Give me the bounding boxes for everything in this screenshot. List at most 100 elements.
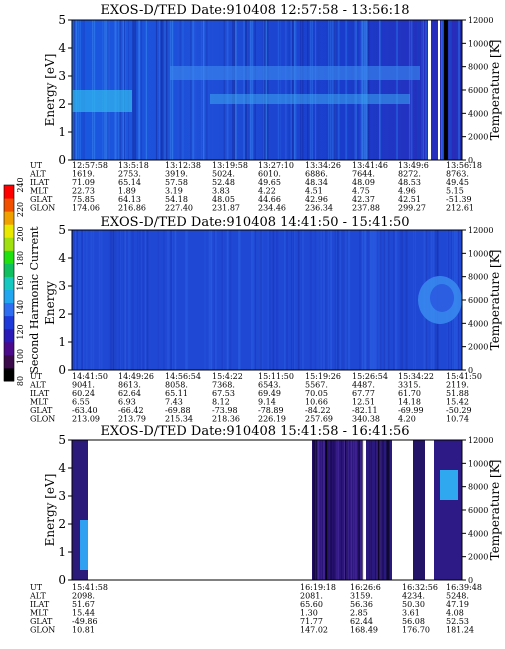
streak <box>254 230 257 370</box>
streak <box>268 230 271 370</box>
streak <box>79 230 81 370</box>
ephemeris-cell: 47.19 <box>446 600 469 609</box>
streak <box>458 20 460 160</box>
streak <box>403 230 405 370</box>
ephemeris-cell: 3315. <box>398 381 421 390</box>
streak <box>90 230 93 370</box>
streak <box>257 230 260 370</box>
streak <box>112 230 115 370</box>
ytick-label: 4 <box>58 251 66 265</box>
ephemeris-cell: 62.44 <box>350 617 373 626</box>
colorbar-cell <box>4 367 14 382</box>
ephemeris-row-label: GLAT <box>30 406 53 415</box>
streak <box>245 20 248 160</box>
right-tick-label: 8000 <box>468 273 488 282</box>
streak <box>267 230 270 370</box>
ephemeris-cell: 1.30 <box>300 609 318 618</box>
panel-2-heatmap-bg <box>72 230 462 370</box>
streak <box>327 230 330 370</box>
streak <box>364 230 367 370</box>
ephemeris-cell: 226.19 <box>258 415 286 424</box>
ephemeris-row-label: GLON <box>30 204 55 213</box>
streak <box>360 20 362 160</box>
panel-3-streaks <box>312 440 390 580</box>
streak <box>253 20 255 160</box>
ephemeris-cell: 174.06 <box>72 204 100 213</box>
ephemeris-cell: 15:26:54 <box>352 372 388 381</box>
ephemeris-cell: 4.75 <box>352 187 370 196</box>
streak <box>92 230 95 370</box>
panel-3-right-ticks: 0 2000 4000 6000 8000 10000 12000 <box>462 436 493 585</box>
ytick-label: 4 <box>58 461 66 475</box>
streak <box>298 230 300 370</box>
streak <box>418 20 420 160</box>
ephemeris-row-label: UT <box>30 372 43 381</box>
streak <box>369 230 371 370</box>
streak <box>334 20 336 160</box>
streak <box>173 230 175 370</box>
ephemeris-cell: 4.96 <box>398 187 416 196</box>
streak <box>237 230 240 370</box>
ephemeris-cell: 257.69 <box>305 415 333 424</box>
streak <box>369 230 372 370</box>
streak <box>393 230 395 370</box>
streak <box>206 20 208 160</box>
ephemeris-cell: 52.48 <box>212 178 235 187</box>
streak <box>346 230 348 370</box>
streak <box>161 20 163 160</box>
streak <box>408 20 411 160</box>
panel-1-ylabel: Energy [eV] <box>43 54 57 127</box>
ephemeris-cell: 71.77 <box>300 617 323 626</box>
streak <box>78 230 81 370</box>
ephemeris-cell: 14:56:54 <box>165 372 201 381</box>
streak <box>359 230 361 370</box>
streak <box>255 230 258 370</box>
streak <box>164 20 167 160</box>
ytick-label: 3 <box>58 279 66 293</box>
ephemeris-cell: 4234. <box>402 592 425 601</box>
streak <box>232 20 234 160</box>
right-tick-label: 12000 <box>468 436 493 445</box>
streak <box>112 230 114 370</box>
streak <box>132 20 134 160</box>
streak <box>361 230 364 370</box>
panel-1-ylabel-right: Temperature [K] <box>488 40 502 141</box>
right-tick-label: 8000 <box>468 483 488 492</box>
panel-1-right-ticks: 0 2000 4000 6000 8000 10000 12000 <box>462 16 493 165</box>
ephemeris-row-label: ILAT <box>30 178 50 187</box>
streak <box>168 230 170 370</box>
colorbar-cell <box>4 198 14 212</box>
streak <box>292 230 294 370</box>
streak <box>111 230 114 370</box>
streak <box>369 230 371 370</box>
streak <box>311 20 314 160</box>
ephemeris-row-label: ALT <box>29 381 46 390</box>
streak <box>337 20 340 160</box>
streak <box>332 440 335 580</box>
panel-1-gap-2 <box>438 20 440 160</box>
ephemeris-cell: 227.40 <box>165 204 193 213</box>
ephemeris-cell: 13:41:46 <box>352 161 388 170</box>
streak <box>336 230 338 370</box>
ephemeris-cell: 10.66 <box>305 398 328 407</box>
streak <box>208 230 210 370</box>
streak <box>172 230 174 370</box>
ephemeris-cell: 57.58 <box>165 178 188 187</box>
streak <box>260 230 261 370</box>
right-tick-label: 8000 <box>468 63 488 72</box>
streak <box>290 230 293 370</box>
right-tick-label: 2000 <box>468 133 488 142</box>
streak <box>325 440 327 580</box>
streak <box>109 230 111 370</box>
streak <box>395 20 398 160</box>
ephemeris-cell: 15.42 <box>446 398 469 407</box>
ephemeris-cell: 6.55 <box>72 398 90 407</box>
streak <box>294 230 296 370</box>
streak <box>294 20 297 160</box>
streak <box>371 230 373 370</box>
streak <box>367 20 368 160</box>
streak <box>345 20 348 160</box>
ephemeris-cell: 299.27 <box>398 204 426 213</box>
colorbar-cell <box>4 250 14 264</box>
ephemeris-row-label: ALT <box>29 170 46 179</box>
